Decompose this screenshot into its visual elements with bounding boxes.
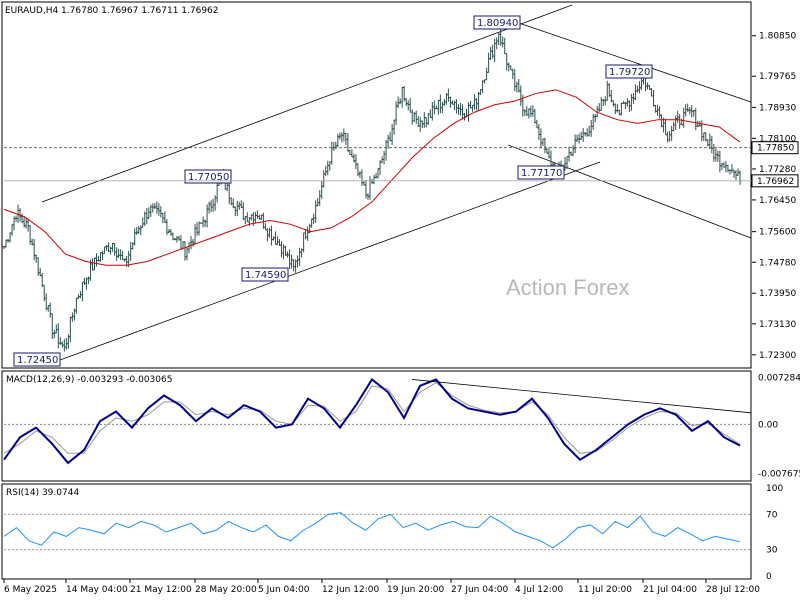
price-label-box	[605, 64, 653, 79]
price-label-box	[473, 15, 521, 30]
time-axis-tick: 11 Jul 20:00	[578, 585, 632, 595]
price-axis-tick: 1.73130	[759, 320, 796, 330]
right-axis-tag-text: 1.77850	[757, 144, 794, 154]
rsi-header: RSI(14) 39.0744	[6, 488, 79, 498]
macd-header: MACD(12,26,9) -0.003293 -0.003065	[6, 375, 172, 385]
price-axis-tick: 1.78100	[759, 134, 796, 144]
rsi-axis-tick: 70	[766, 510, 778, 520]
price-label: 1.79720	[605, 64, 653, 79]
moving-average-line	[3, 89, 741, 266]
macd-axis-tick: -0.007675	[758, 470, 800, 480]
price-label-box	[241, 267, 289, 282]
rsi-layer	[3, 512, 750, 551]
price-label-text: 1.72450	[17, 355, 58, 366]
price-panel	[1, 1, 752, 369]
price-axis-tick: 1.80850	[759, 32, 796, 42]
price-label: 1.72450	[13, 352, 61, 367]
rsi-axis-tick: 0	[766, 572, 772, 582]
channel-upper-line	[41, 4, 573, 203]
price-label-text: 1.77050	[188, 172, 229, 183]
price-header: EURAUD,H4 1.76780 1.76967 1.76711 1.7696…	[5, 6, 219, 16]
macd-trendline	[411, 379, 752, 414]
right-axis-tag: 1.76962	[751, 174, 799, 188]
time-axis-tick: 27 Jun 04:00	[451, 585, 508, 595]
price-axis-tick: 1.73950	[759, 289, 796, 299]
descending-lower-line	[507, 144, 752, 239]
time-axis-tick: 6 May 2025	[4, 585, 57, 595]
macd-axis-tick: 0.00	[758, 420, 778, 430]
rsi-axis-tick: 30	[766, 546, 778, 556]
descending-upper-line	[509, 19, 752, 103]
macd-signal-line	[3, 382, 741, 454]
time-axis-tick: 28 May 20:00	[195, 585, 257, 595]
time-axis-tick: 4 Jul 12:00	[515, 585, 564, 595]
rsi-panel	[1, 483, 752, 580]
price-axis-tick: 1.79765	[759, 72, 796, 82]
price-label: 1.77050	[184, 169, 232, 184]
right-axis-tag-box	[751, 141, 799, 155]
time-axis-tick: 19 Jun 20:00	[387, 585, 444, 595]
time-axis-tick: 5 Jun 04:00	[258, 585, 310, 595]
right-axis-tag-box	[751, 174, 799, 188]
price-label-text: 1.77170	[521, 168, 562, 179]
time-axis-tick: 12 Jun 12:00	[322, 585, 379, 595]
price-label: 1.77170	[517, 165, 565, 180]
price-label-text: 1.80940	[477, 18, 518, 29]
right-axis-tag-text: 1.76962	[757, 177, 794, 187]
right-axis-tag: 1.77850	[751, 141, 799, 155]
price-axis-tick: 1.74780	[759, 258, 796, 268]
rsi-line	[3, 512, 741, 549]
time-axis-tick: 21 Jul 04:00	[643, 585, 697, 595]
watermark: Action Forex	[506, 275, 630, 300]
price-layer: 1.80940 1.79720 1.77050 1.77170 1.74590 1.724…	[2, 4, 752, 367]
price-axis-tick: 1.78930	[759, 103, 796, 113]
axis-layer: 1.80850 1.79765 1.78930 1.78100 1.77280 1.764…	[3, 32, 800, 595]
macd-panel	[1, 370, 752, 482]
channel-lower-line	[59, 161, 601, 361]
price-axis-tick: 1.72300	[759, 351, 796, 361]
macd-axis-tick: 0.007284	[758, 374, 800, 384]
price-axis-tick: 1.75600	[759, 228, 796, 238]
rsi-axis-tick: 100	[766, 484, 783, 494]
price-label-text: 1.74590	[245, 270, 286, 281]
price-label: 1.80940	[473, 15, 521, 30]
price-label-box	[13, 352, 61, 367]
time-axis-tick: 14 May 04:00	[66, 585, 128, 595]
price-label-box	[184, 169, 232, 184]
price-axis-tick: 1.77280	[759, 165, 796, 175]
macd-layer	[3, 377, 752, 465]
price-axis-tick: 1.76450	[759, 196, 796, 206]
price-label: 1.74590	[241, 267, 289, 282]
macd-main-line	[3, 377, 741, 465]
price-label-text: 1.79720	[609, 67, 650, 78]
price-label-box	[517, 165, 565, 180]
time-axis-tick: 28 Jul 12:00	[706, 585, 760, 595]
time-axis-tick: 21 May 12:00	[130, 585, 192, 595]
